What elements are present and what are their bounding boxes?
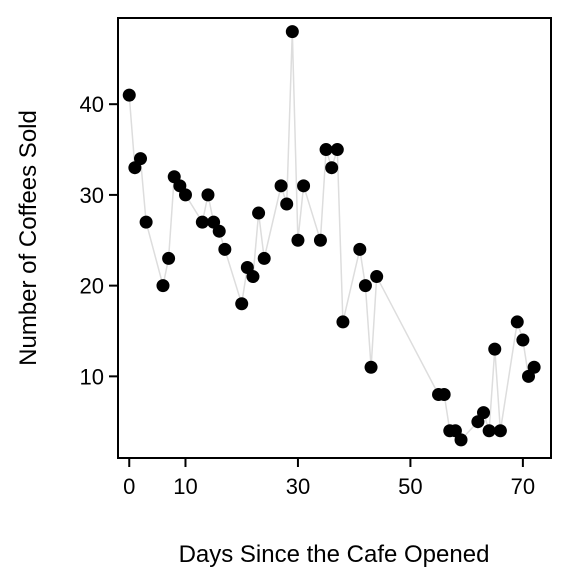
data-point	[274, 179, 288, 193]
y-axis-title: Number of Coffees Sold	[15, 110, 42, 366]
data-point	[370, 270, 384, 284]
data-point	[133, 152, 147, 166]
data-point	[510, 315, 524, 329]
data-point	[364, 360, 378, 374]
y-axis: 10 20 30 40	[80, 92, 118, 389]
data-point	[201, 188, 215, 202]
data-point	[291, 233, 305, 247]
series-line	[128, 31, 535, 442]
data-point	[437, 387, 451, 401]
y-tick-label: 40	[80, 92, 104, 117]
x-tick-label: 0	[123, 474, 135, 499]
data-point	[218, 242, 232, 256]
data-point	[156, 279, 170, 293]
data-point	[358, 279, 372, 293]
data-point	[488, 342, 502, 356]
data-point	[482, 424, 496, 438]
data-points	[122, 25, 541, 447]
y-tick-label: 10	[80, 364, 104, 389]
data-point	[454, 433, 468, 447]
x-tick-label: 30	[286, 474, 310, 499]
data-point	[516, 333, 530, 347]
x-axis-title: Days Since the Cafe Opened	[179, 541, 490, 568]
y-tick-label: 30	[80, 183, 104, 208]
data-point	[235, 297, 249, 311]
y-tick-label: 20	[80, 274, 104, 299]
data-point	[353, 242, 367, 256]
data-point	[319, 143, 333, 157]
data-point	[280, 197, 294, 211]
data-point	[252, 206, 266, 220]
data-point	[493, 424, 507, 438]
x-tick-label: 70	[511, 474, 535, 499]
data-point	[139, 215, 153, 229]
data-point	[246, 270, 260, 284]
data-point	[212, 224, 226, 238]
data-point	[325, 161, 339, 175]
data-point	[162, 251, 176, 265]
x-tick-label: 10	[173, 474, 197, 499]
data-point	[313, 233, 327, 247]
data-point	[257, 251, 271, 265]
data-point	[330, 143, 344, 157]
data-point	[336, 315, 350, 329]
data-point	[527, 360, 541, 374]
data-point	[178, 188, 192, 202]
data-point	[122, 88, 136, 102]
data-point	[477, 406, 491, 420]
data-point	[285, 25, 299, 39]
x-axis: 0 10 30 50 70	[123, 458, 535, 499]
data-point	[297, 179, 311, 193]
x-tick-label: 50	[398, 474, 422, 499]
plot-frame	[117, 17, 552, 459]
data-point	[195, 215, 209, 229]
